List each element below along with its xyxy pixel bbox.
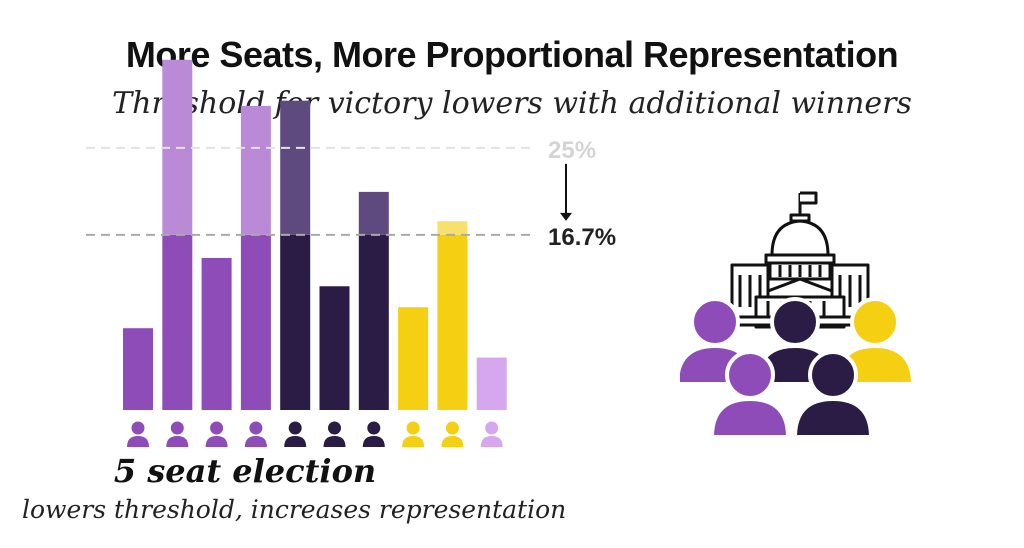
threshold-layer: 25% 16.7%: [86, 137, 616, 251]
bar-segment-below-threshold: [162, 234, 193, 410]
bar-segment-below-threshold: [358, 234, 389, 410]
person-icon-head: [170, 421, 184, 435]
person-icon-head: [288, 421, 302, 435]
bar-segment-below-threshold: [240, 234, 271, 410]
bar-segment-below-threshold: [319, 286, 350, 410]
person-icon-body: [323, 436, 346, 447]
threshold-old: 25%: [86, 137, 596, 164]
person-icon: [166, 421, 189, 447]
person-icon-head: [770, 297, 820, 347]
voter-icons-row: [127, 421, 503, 447]
bar-1: [123, 328, 153, 410]
vote-share-bar-chart: 25% 16.7%: [86, 59, 616, 447]
person-icon-head: [367, 421, 381, 435]
bar-segment-below-threshold: [398, 307, 429, 410]
person-icon: [244, 421, 267, 447]
person-icon-head: [808, 350, 858, 400]
threshold-label: 25%: [548, 137, 596, 164]
person-icon-body: [244, 436, 267, 447]
person-icon-head: [690, 297, 740, 347]
bar-segment-below-threshold: [123, 328, 153, 410]
crowd-of-voters-icon: [680, 297, 916, 435]
person-icon-head: [249, 421, 263, 435]
person-icon-head: [445, 421, 459, 435]
bar-segment-below-threshold: [437, 234, 468, 410]
bar-segment-above-threshold: [240, 105, 271, 235]
chart-title: More Seats, More Proportional Representa…: [125, 34, 899, 75]
person-icon-body: [284, 436, 307, 447]
bar-6: [319, 286, 350, 410]
threshold-arrow-head: [560, 212, 572, 221]
person-icon-body: [362, 436, 385, 447]
person-icon-head: [131, 421, 145, 435]
bar-10: [476, 357, 507, 410]
threshold-label: 16.7%: [548, 224, 616, 251]
person-icon-body: [710, 396, 790, 435]
person-icon-body: [402, 436, 425, 447]
person-icon-head: [485, 421, 499, 435]
bar-9: [437, 221, 468, 410]
person-icon: [710, 350, 790, 435]
person-icon: [441, 421, 464, 447]
person-icon: [480, 421, 503, 447]
bar-8: [398, 307, 429, 410]
bar-4: [240, 105, 271, 410]
person-icon: [402, 421, 425, 447]
threshold-new: 16.7%: [86, 224, 616, 251]
person-icon-head: [725, 350, 775, 400]
bar-7: [358, 191, 389, 410]
person-icon-body: [793, 396, 873, 435]
bar-segment-below-threshold: [280, 234, 311, 410]
person-icon: [793, 350, 873, 435]
bar-3: [201, 257, 232, 410]
person-icon-body: [441, 436, 464, 447]
bar-segment-above-threshold: [280, 100, 311, 235]
bar-segment-below-threshold: [201, 257, 232, 410]
person-icon-head: [210, 421, 224, 435]
bar-5: [280, 100, 311, 410]
person-icon-body: [205, 436, 228, 447]
person-icon-body: [127, 436, 149, 447]
bar-segment-above-threshold: [437, 221, 468, 235]
bar-segment-below-threshold: [476, 357, 507, 410]
person-icon: [323, 421, 346, 447]
person-icon-body: [166, 436, 189, 447]
person-icon-head: [850, 297, 900, 347]
bar-segment-above-threshold: [358, 191, 389, 235]
caption-sub: lowers threshold, increases representati…: [22, 495, 567, 524]
person-icon-head: [406, 421, 420, 435]
person-icon: [127, 421, 149, 447]
person-icon: [205, 421, 228, 447]
person-icon: [362, 421, 385, 447]
person-icon-head: [328, 421, 341, 435]
capitol-building-icon: [680, 191, 916, 435]
person-icon: [284, 421, 307, 447]
caption-main: 5 seat election: [113, 452, 377, 490]
person-icon-body: [480, 436, 503, 447]
